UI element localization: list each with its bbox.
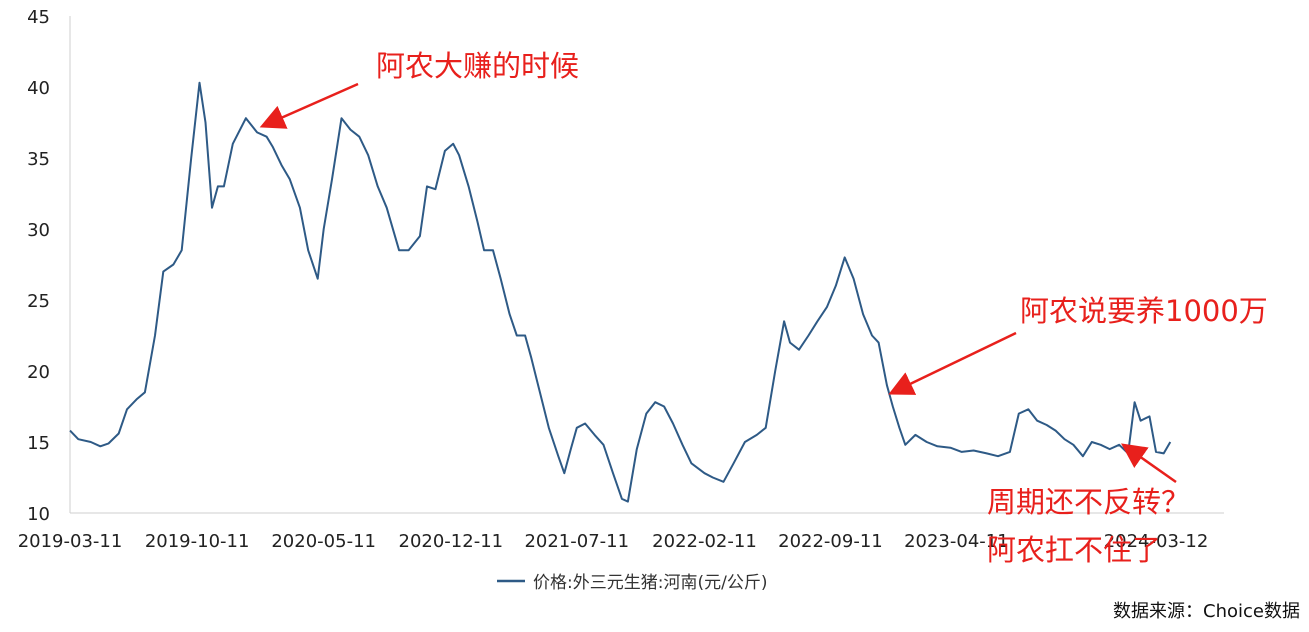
x-tick-label: 2021-07-11: [524, 531, 629, 552]
annotation-text: 阿农扛不住了: [987, 533, 1161, 567]
annotation-arrow: [1121, 443, 1177, 484]
annotation-text: 周期还不反转？: [987, 485, 1190, 519]
y-tick-label: 10: [27, 504, 50, 525]
x-tick-label: 2023-04-11: [904, 531, 1009, 552]
y-tick-label: 35: [27, 149, 50, 170]
source-note: 数据来源：Choice数据: [1113, 601, 1300, 622]
series-line-price: [69, 81, 1172, 503]
y-tick-labels: 10 15 20 25 30 35 40 45: [27, 7, 50, 525]
legend-label: 价格:外三元生猪:河南(元/公斤): [533, 573, 767, 593]
annotation-text: 阿农大赚的时候: [376, 49, 579, 83]
x-tick-label: 2024-03-12: [1104, 531, 1209, 552]
x-tick-label: 2020-12-11: [399, 531, 504, 552]
annotation-text: 阿农说要养1000万: [1020, 294, 1268, 328]
x-tick-label: 2019-10-11: [145, 531, 250, 552]
annotation-arrow: [259, 82, 359, 129]
x-tick-labels: 2019-03-11 2019-10-11 2020-05-11 2020-12-11…: [18, 531, 1209, 552]
y-tick-label: 45: [27, 7, 50, 28]
x-tick-label: 2019-03-11: [18, 531, 123, 552]
x-tick-label: 2022-02-11: [652, 531, 757, 552]
axes: [69, 16, 1224, 514]
legend: 价格:外三元生猪:河南(元/公斤): [497, 573, 767, 593]
y-tick-label: 40: [27, 78, 50, 99]
y-tick-label: 30: [27, 220, 50, 241]
y-tick-label: 15: [27, 433, 50, 454]
annotation-arrow: [888, 331, 1017, 395]
x-tick-label: 2020-05-11: [271, 531, 376, 552]
y-tick-label: 25: [27, 291, 50, 312]
y-tick-label: 20: [27, 362, 50, 383]
x-tick-label: 2022-09-11: [778, 531, 883, 552]
